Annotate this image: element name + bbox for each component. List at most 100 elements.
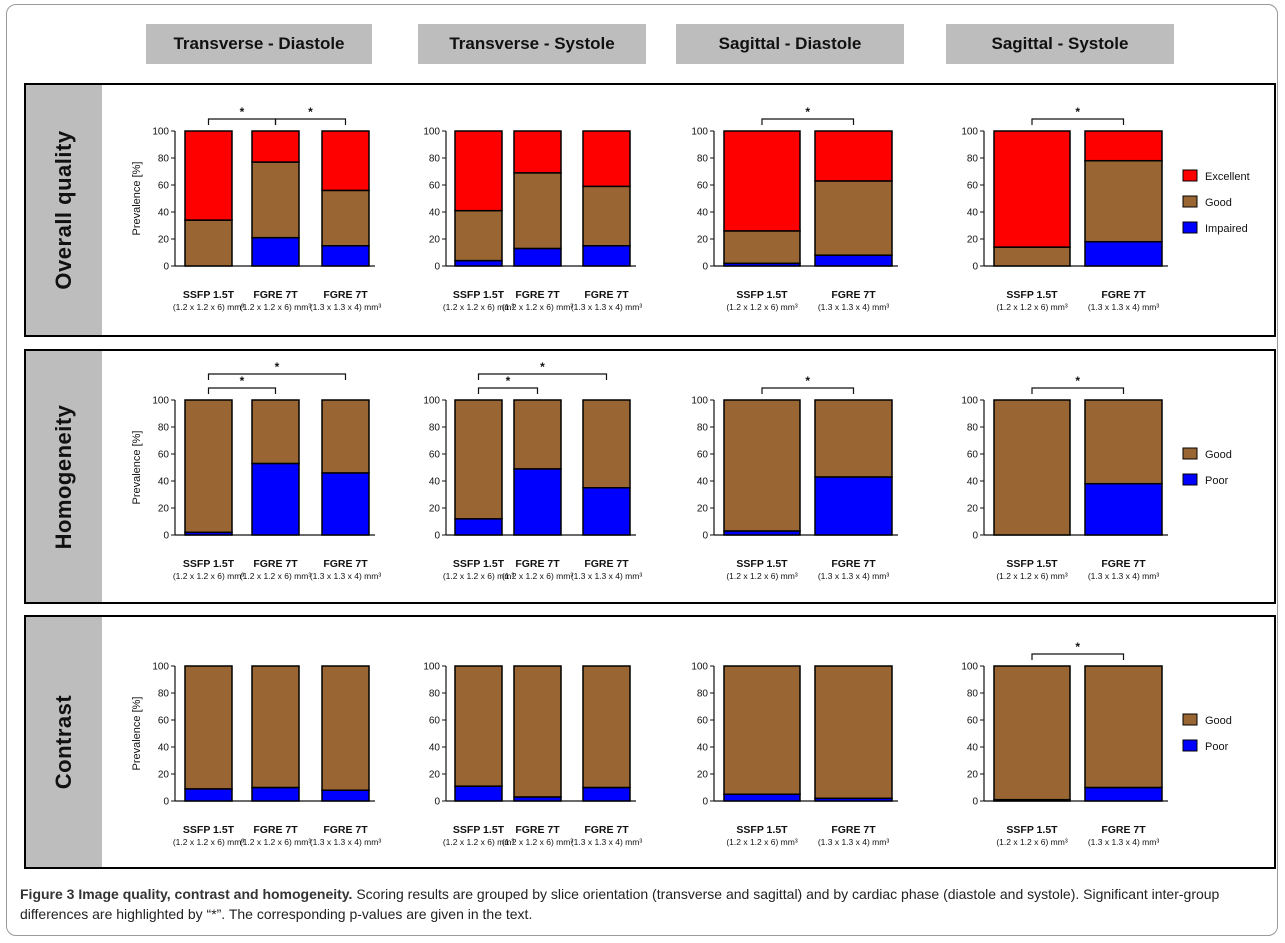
category-label: FGRE 7T bbox=[515, 824, 560, 836]
bar-poor-r1c0-1 bbox=[251, 462, 300, 536]
column-header-transverse-diastole: Transverse - Diastole bbox=[146, 24, 372, 64]
bar-good-r0c2-1 bbox=[814, 180, 893, 256]
category-label: SSFP 1.5T bbox=[183, 824, 235, 836]
legend-swatch-good bbox=[1182, 713, 1198, 726]
y-tick-label: 80 bbox=[158, 689, 170, 700]
y-tick-label: 60 bbox=[158, 181, 170, 192]
bar-impaired-r0c1-1 bbox=[513, 247, 562, 267]
bar-good-r0c1-2 bbox=[582, 185, 631, 247]
bar-impaired-r0c0-1 bbox=[251, 236, 300, 267]
y-tick-label: 80 bbox=[697, 154, 709, 165]
bar-poor-r2c0-1 bbox=[251, 786, 300, 802]
category-label: FGRE 7T bbox=[253, 558, 298, 570]
y-tick-label: 0 bbox=[163, 797, 169, 808]
bar-good-r1c0-0 bbox=[184, 399, 233, 534]
column-header-transverse-systole: Transverse - Systole bbox=[418, 24, 646, 64]
y-tick-label: 40 bbox=[967, 208, 979, 219]
bar-good-r2c3-1 bbox=[1084, 665, 1163, 789]
bar-poor-r1c1-0 bbox=[454, 518, 503, 536]
y-tick-label: 100 bbox=[961, 396, 978, 407]
bar-excellent-r0c0-0 bbox=[184, 130, 233, 221]
legend-label-good: Good bbox=[1205, 197, 1232, 209]
category-sublabel: (1.3 x 1.3 x 4) mm³ bbox=[818, 837, 889, 847]
category-sublabel: (1.2 x 1.2 x 6) mm³ bbox=[726, 302, 797, 312]
category-sublabel: (1.2 x 1.2 x 6) mm³ bbox=[240, 837, 311, 847]
category-label: FGRE 7T bbox=[323, 558, 368, 570]
bar-poor-r1c2-1 bbox=[814, 476, 893, 536]
y-tick-label: 60 bbox=[697, 716, 709, 727]
bar-impaired-r0c3-1 bbox=[1084, 240, 1163, 267]
bar-good-r1c2-0 bbox=[723, 399, 801, 532]
category-label: FGRE 7T bbox=[323, 289, 368, 301]
y-tick-label: 0 bbox=[972, 531, 978, 542]
caption-lead: Figure 3 Image quality, contrast and hom… bbox=[20, 886, 353, 902]
category-sublabel: (1.3 x 1.3 x 4) mm³ bbox=[571, 837, 642, 847]
bar-good-r1c0-1 bbox=[251, 399, 300, 465]
bar-good-r1c3-0 bbox=[993, 399, 1071, 536]
category-sublabel: (1.2 x 1.2 x 6) mm³ bbox=[726, 837, 797, 847]
category-label: FGRE 7T bbox=[831, 558, 876, 570]
row-label-box: Homogeneity bbox=[26, 351, 102, 602]
y-tick-label: 0 bbox=[434, 797, 440, 808]
category-sublabel: (1.2 x 1.2 x 6) mm³ bbox=[996, 837, 1067, 847]
y-tick-label: 100 bbox=[152, 127, 169, 138]
y-tick-label: 40 bbox=[429, 477, 441, 488]
y-tick-label: 40 bbox=[429, 208, 441, 219]
category-label: SSFP 1.5T bbox=[183, 558, 235, 570]
bar-good-r1c1-2 bbox=[582, 399, 631, 489]
legend-label-excellent: Excellent bbox=[1205, 171, 1250, 183]
y-tick-label: 60 bbox=[429, 716, 441, 727]
y-tick-label: 100 bbox=[152, 396, 169, 407]
y-tick-label: 60 bbox=[967, 181, 979, 192]
significance-bracket bbox=[207, 387, 277, 394]
significance-bracket bbox=[1031, 653, 1125, 660]
y-tick-label: 80 bbox=[967, 423, 979, 434]
bar-good-r0c0-0 bbox=[184, 219, 233, 267]
bar-good-r2c3-0 bbox=[993, 665, 1071, 801]
y-tick-label: 80 bbox=[158, 423, 170, 434]
y-tick-label: 80 bbox=[158, 154, 170, 165]
y-tick-label: 60 bbox=[158, 716, 170, 727]
bar-poor-r2c1-0 bbox=[454, 785, 503, 802]
significance-marker: * bbox=[240, 374, 245, 388]
category-label: SSFP 1.5T bbox=[736, 558, 788, 570]
bar-poor-r2c1-2 bbox=[582, 786, 631, 802]
y-tick-label: 0 bbox=[702, 262, 708, 273]
y-tick-label: 100 bbox=[152, 662, 169, 673]
bar-poor-r2c0-0 bbox=[184, 788, 233, 802]
category-sublabel: (1.3 x 1.3 x 4) mm³ bbox=[310, 837, 381, 847]
bar-good-r2c0-2 bbox=[321, 665, 370, 791]
category-sublabel: (1.3 x 1.3 x 4) mm³ bbox=[571, 571, 642, 581]
category-sublabel: (1.2 x 1.2 x 6) mm³ bbox=[502, 571, 573, 581]
bar-excellent-r0c0-2 bbox=[321, 130, 370, 192]
row-label-box: Overall quality bbox=[26, 85, 102, 335]
significance-bracket bbox=[1031, 118, 1125, 125]
bar-good-r0c1-1 bbox=[513, 172, 562, 250]
y-tick-label: 20 bbox=[429, 504, 441, 515]
y-tick-label: 40 bbox=[158, 208, 170, 219]
y-tick-label: 100 bbox=[691, 662, 708, 673]
category-label: SSFP 1.5T bbox=[1006, 558, 1058, 570]
bar-good-r2c1-0 bbox=[454, 665, 503, 787]
bar-good-r1c3-1 bbox=[1084, 399, 1163, 485]
y-tick-label: 20 bbox=[429, 235, 441, 246]
y-tick-label: 100 bbox=[961, 662, 978, 673]
category-label: FGRE 7T bbox=[584, 824, 629, 836]
category-label: SSFP 1.5T bbox=[453, 289, 505, 301]
bar-good-r2c0-1 bbox=[251, 665, 300, 789]
significance-marker: * bbox=[308, 105, 313, 119]
significance-bracket bbox=[477, 373, 608, 380]
category-label: FGRE 7T bbox=[515, 289, 560, 301]
y-axis-label: Prevalence [%] bbox=[131, 162, 143, 236]
bar-poor-r1c1-1 bbox=[513, 468, 562, 536]
bar-excellent-r0c3-1 bbox=[1084, 130, 1163, 162]
significance-marker: * bbox=[805, 374, 810, 388]
category-label: SSFP 1.5T bbox=[453, 558, 505, 570]
y-tick-label: 20 bbox=[967, 235, 979, 246]
y-tick-label: 0 bbox=[972, 797, 978, 808]
bar-poor-r2c3-1 bbox=[1084, 786, 1163, 802]
y-tick-label: 60 bbox=[158, 450, 170, 461]
category-sublabel: (1.2 x 1.2 x 6) mm³ bbox=[726, 571, 797, 581]
category-sublabel: (1.2 x 1.2 x 6) mm³ bbox=[173, 302, 244, 312]
y-axis-label: Prevalence [%] bbox=[131, 431, 143, 505]
